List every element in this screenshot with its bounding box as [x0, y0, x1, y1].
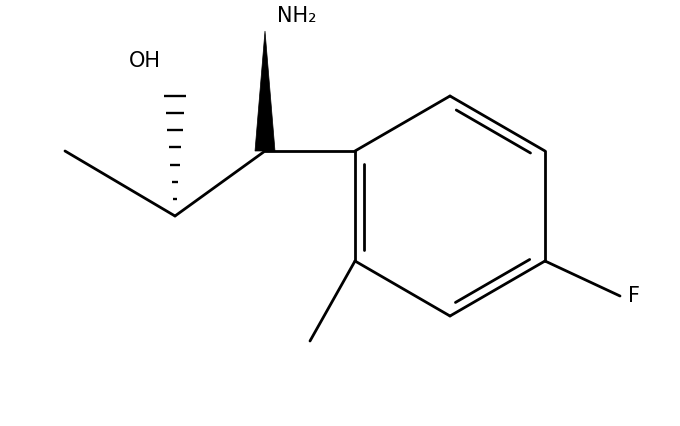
Text: OH: OH	[129, 51, 161, 71]
Text: NH₂: NH₂	[277, 6, 317, 26]
Text: F: F	[628, 286, 640, 306]
Polygon shape	[255, 31, 275, 151]
